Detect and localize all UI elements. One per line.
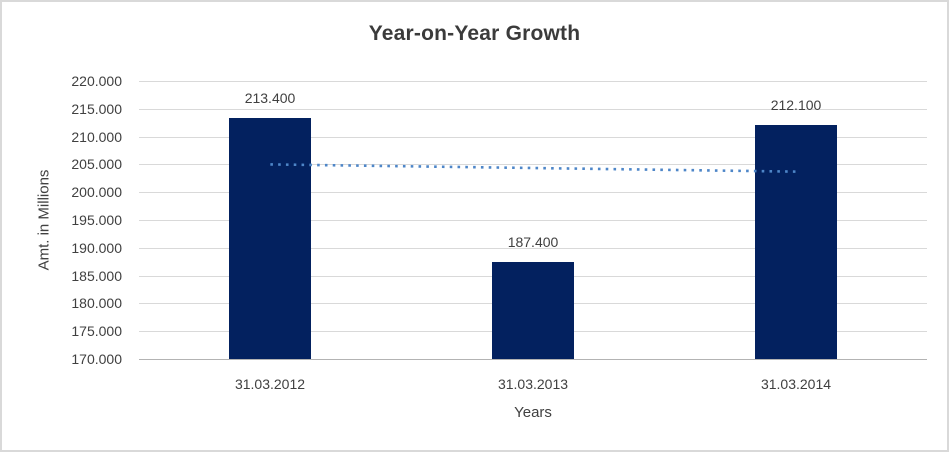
- bar-value-label: 212.100: [770, 97, 822, 113]
- y-tick-label: 200.000: [71, 184, 122, 200]
- y-tick-label: 205.000: [71, 156, 122, 172]
- y-tick-label: 185.000: [71, 268, 122, 284]
- trendline-path: [270, 163, 796, 173]
- y-tick-label: 170.000: [71, 351, 122, 367]
- gridline: [139, 192, 927, 193]
- chart-title: Year-on-Year Growth: [368, 22, 581, 45]
- bar-value-label: 187.400: [507, 234, 559, 250]
- bar-31.03.2014: [755, 125, 837, 359]
- y-tick-label: 180.000: [71, 295, 122, 311]
- bar-31.03.2013: [492, 262, 574, 359]
- x-tick-label: 31.03.2013: [497, 376, 569, 392]
- y-tick-label: 215.000: [71, 101, 122, 117]
- x-axis-title: Years: [514, 404, 552, 421]
- y-tick-label: 210.000: [71, 129, 122, 145]
- gridline: [139, 248, 927, 249]
- bar-31.03.2012: [229, 118, 311, 359]
- y-tick-label: 190.000: [71, 240, 122, 256]
- y-tick-label: 175.000: [71, 323, 122, 339]
- y-tick-label: 220.000: [71, 73, 122, 89]
- y-tick-label: 195.000: [71, 212, 122, 228]
- gridline: [139, 109, 927, 110]
- gridline: [139, 137, 927, 138]
- y-axis-title: Amt. in Millions: [35, 169, 53, 271]
- gridline: [139, 81, 927, 82]
- x-tick-label: 31.03.2012: [234, 376, 306, 392]
- gridline: [139, 220, 927, 221]
- x-tick-label: 31.03.2014: [760, 376, 832, 392]
- x-axis-line: [139, 359, 927, 360]
- bar-value-label: 213.400: [244, 90, 296, 106]
